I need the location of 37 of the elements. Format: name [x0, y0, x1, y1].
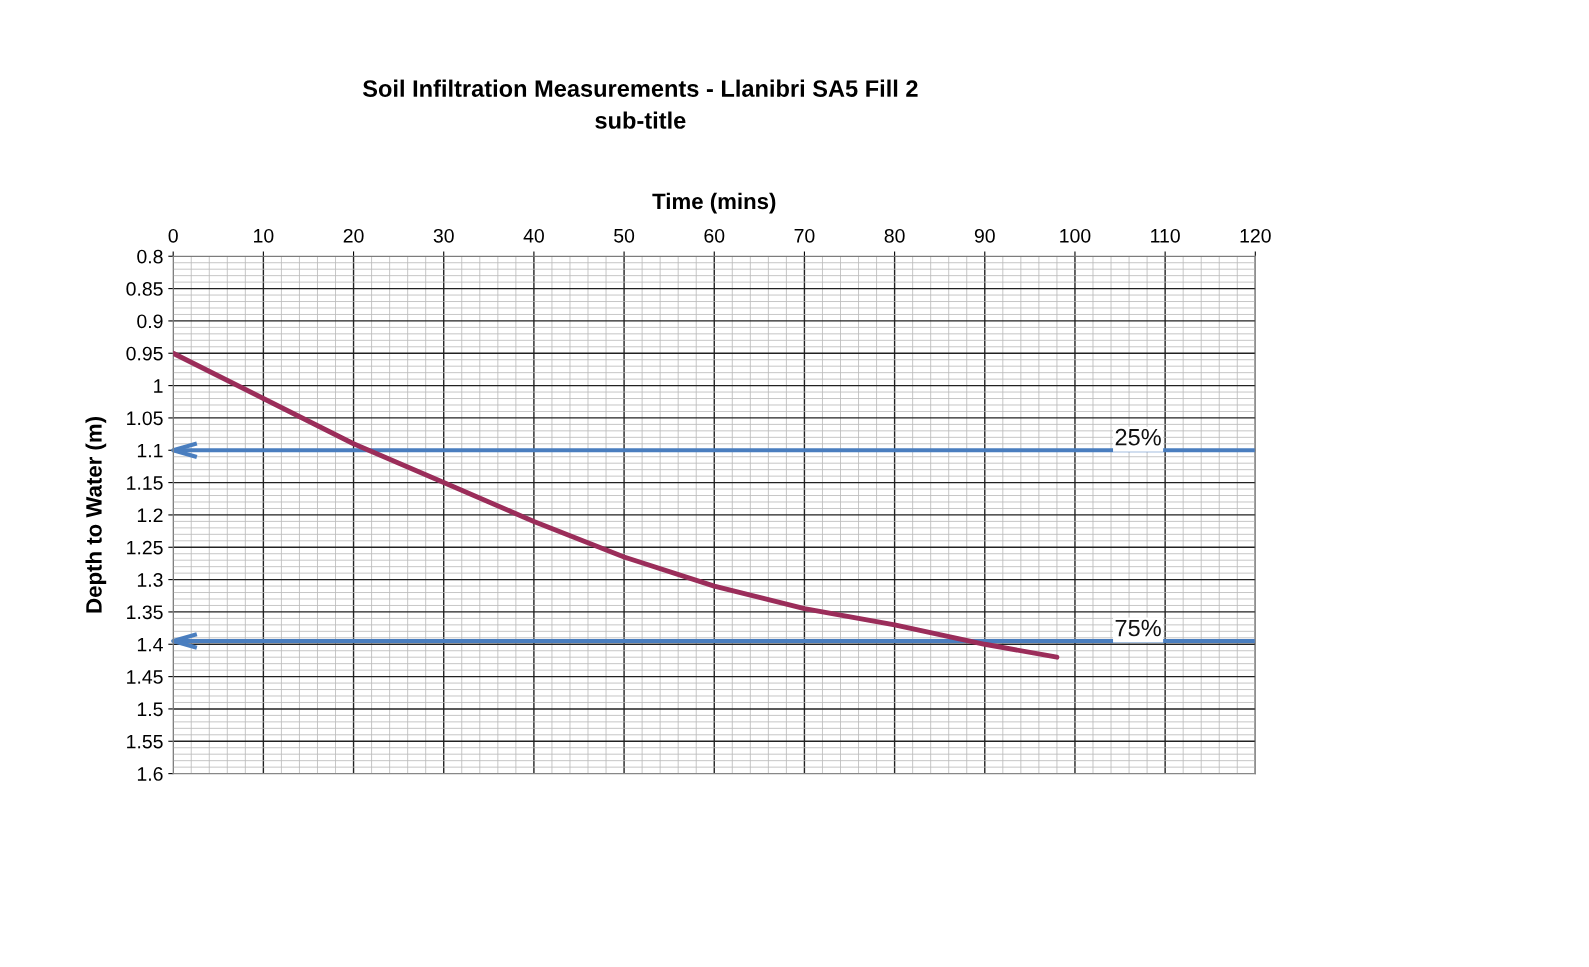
y-tick-label: 1.45	[127, 670, 163, 684]
line-series	[173, 350, 1060, 660]
x-tick-label: 90	[974, 228, 995, 243]
x-tick-label: 70	[794, 228, 815, 243]
x-tick-label: 60	[704, 228, 725, 243]
y-axis-title: Depth to Water (m)	[85, 417, 107, 613]
chart-subtitle: sub-title	[595, 111, 686, 129]
x-tick-label: 80	[884, 228, 905, 243]
annotation: 75%	[1115, 619, 1161, 637]
y-tick-label: 1.4	[137, 637, 163, 652]
y-tick-label: 1.3	[137, 573, 163, 587]
x-tick-label: 10	[254, 228, 274, 243]
y-tick-label: 1.35	[127, 605, 163, 620]
y-tick-label: 1.6	[137, 767, 163, 781]
y-tick-label: 1.25	[127, 540, 163, 555]
x-tick-label: 30	[433, 228, 454, 243]
x-tick-label: 0	[168, 228, 178, 243]
x-tick-label: 100	[1060, 228, 1091, 243]
x-tick-label: 50	[614, 228, 635, 243]
y-tick-label: 1.15	[127, 476, 163, 490]
y-tick-label: 1.1	[137, 443, 163, 458]
y-tick-label: 0.85	[126, 282, 163, 296]
y-tick-label: 0.8	[137, 249, 163, 264]
y-tick-label: 1.05	[127, 411, 163, 426]
x-tick-label: 120	[1240, 228, 1271, 243]
x-axis-title: Time (mins)	[652, 192, 776, 214]
x-tick-label: 20	[343, 228, 364, 243]
y-tick-label: 0.9	[137, 314, 163, 329]
annotation: 25%	[1115, 428, 1161, 446]
y-tick-label: 1.2	[137, 508, 163, 522]
chart-title: Soil Infiltration Measurements - Llanibri SA5 Fill 2	[362, 79, 918, 97]
y-tick-label: 1.5	[137, 702, 163, 717]
y-tick-label: 0.95	[126, 346, 163, 361]
y-tick-label: 1.55	[127, 734, 163, 749]
x-tick-label: 40	[523, 228, 544, 243]
y-tick-label: 1	[154, 379, 163, 393]
x-tick-label: 110	[1151, 228, 1180, 243]
